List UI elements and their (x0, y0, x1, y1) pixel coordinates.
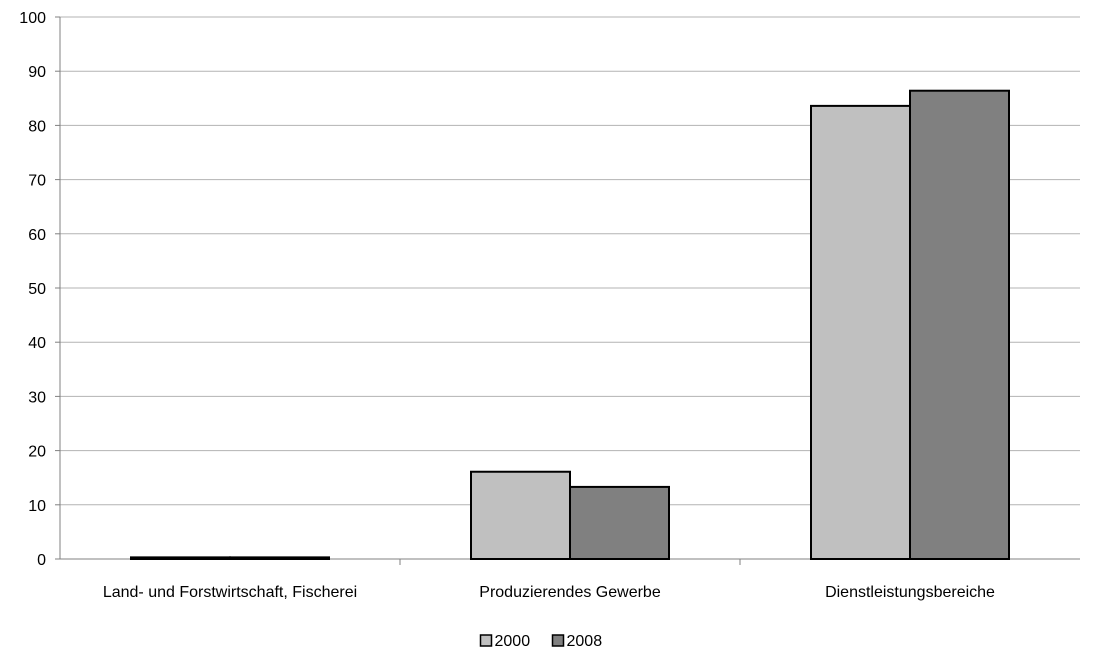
y-tick-label-40: 40 (28, 335, 46, 352)
bar-2000-1 (470, 470, 571, 561)
y-tick-label-30: 30 (28, 389, 46, 406)
legend: 2000 2008 (479, 633, 603, 650)
x-category-label-0: Land- und Forstwirtschaft, Fischerei (103, 584, 357, 601)
y-tick-labels: 0 10 20 30 40 50 60 70 80 90 100 (19, 10, 46, 569)
y-tick-label-60: 60 (28, 227, 46, 244)
bars (130, 89, 1010, 561)
bar-2008-2 (909, 89, 1010, 560)
x-category-labels: Land- und Forstwirtschaft, Fischerei Prod… (103, 584, 995, 601)
gridlines (60, 16, 1080, 506)
legend-label-2000: 2000 (495, 633, 531, 650)
legend-swatch-2008 (551, 634, 565, 647)
bar-2000-2 (810, 104, 911, 560)
bar-2000-0 (130, 556, 231, 561)
y-tick-label-0: 0 (37, 552, 46, 569)
x-category-label-2: Dienstleistungsbereiche (825, 584, 995, 601)
y-tick-label-100: 100 (19, 10, 46, 27)
x-category-label-1: Produzierendes Gewerbe (479, 584, 661, 601)
legend-label-2008: 2008 (567, 633, 603, 650)
y-tick-label-80: 80 (28, 118, 46, 135)
bar-2008-0 (229, 556, 330, 561)
y-tick-label-90: 90 (28, 64, 46, 81)
bar-2008-1 (569, 485, 670, 560)
y-tick-label-70: 70 (28, 173, 46, 190)
y-tick-label-50: 50 (28, 281, 46, 298)
legend-swatch-2000 (479, 634, 493, 647)
y-tick-label-20: 20 (28, 444, 46, 461)
y-tick-label-10: 10 (28, 498, 46, 515)
